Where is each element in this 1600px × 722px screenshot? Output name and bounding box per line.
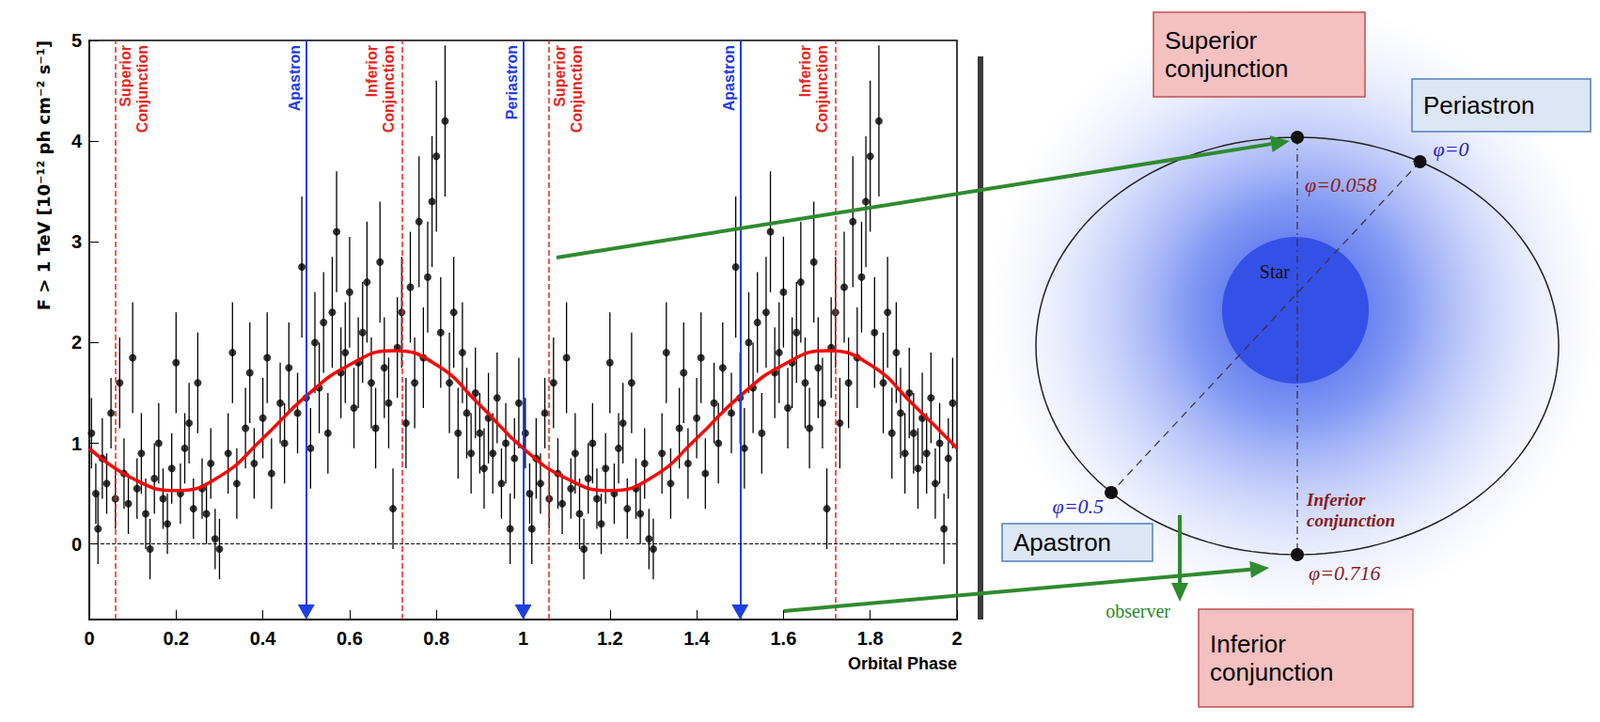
- svg-text:1.2: 1.2: [596, 627, 624, 649]
- svg-text:conjunction: conjunction: [1209, 658, 1334, 687]
- svg-text:observer: observer: [1105, 600, 1171, 622]
- svg-text:Periastron: Periastron: [1423, 91, 1536, 120]
- svg-text:Apastron: Apastron: [721, 45, 738, 111]
- svg-text:Superior: Superior: [1164, 26, 1258, 55]
- svg-text:φ=0.058: φ=0.058: [1304, 172, 1378, 197]
- svg-text:Inferior: Inferior: [1209, 629, 1287, 659]
- svg-text:0: 0: [71, 533, 82, 555]
- svg-text:Inferior: Inferior: [797, 45, 814, 97]
- svg-text:Apastron: Apastron: [286, 45, 303, 111]
- svg-text:0.8: 0.8: [423, 627, 450, 649]
- svg-text:Superior: Superior: [117, 45, 134, 108]
- svg-text:1.8: 1.8: [857, 627, 884, 649]
- svg-text:Conjunction: Conjunction: [814, 45, 831, 133]
- svg-text:conjunction: conjunction: [1306, 510, 1396, 531]
- svg-text:5: 5: [71, 30, 82, 51]
- svg-text:Apastron: Apastron: [1013, 528, 1112, 557]
- svg-text:Periastron: Periastron: [503, 45, 520, 120]
- svg-text:1.6: 1.6: [769, 627, 797, 649]
- svg-text:Star: Star: [1259, 261, 1291, 283]
- svg-text:0.2: 0.2: [162, 627, 189, 649]
- svg-text:Orbital Phase: Orbital Phase: [847, 654, 957, 674]
- svg-text:3: 3: [71, 231, 82, 252]
- svg-text:1: 1: [517, 627, 529, 649]
- svg-text:φ=0: φ=0: [1433, 137, 1470, 161]
- svg-text:0.6: 0.6: [336, 627, 363, 649]
- svg-text:φ=0.5: φ=0.5: [1052, 494, 1105, 518]
- svg-text:2: 2: [951, 627, 962, 649]
- svg-text:Inferior: Inferior: [1305, 489, 1366, 510]
- svg-text:2: 2: [71, 331, 82, 353]
- svg-text:1.4: 1.4: [683, 627, 711, 649]
- svg-text:1: 1: [71, 433, 82, 455]
- svg-text:Inferior: Inferior: [363, 45, 380, 97]
- svg-text:Superior: Superior: [551, 45, 568, 108]
- svg-text:F > 1 TeV [10⁻¹² ph cm⁻² s⁻¹]: F > 1 TeV [10⁻¹² ph cm⁻² s⁻¹]: [33, 40, 54, 311]
- svg-text:0.4: 0.4: [250, 627, 278, 649]
- svg-text:φ=0.716: φ=0.716: [1308, 561, 1381, 585]
- svg-text:Conjunction: Conjunction: [134, 45, 151, 133]
- svg-text:Conjunction: Conjunction: [568, 45, 585, 133]
- svg-text:4: 4: [71, 130, 83, 152]
- svg-text:Conjunction: Conjunction: [380, 45, 397, 133]
- svg-text:conjunction: conjunction: [1164, 54, 1289, 83]
- svg-text:0: 0: [83, 627, 95, 649]
